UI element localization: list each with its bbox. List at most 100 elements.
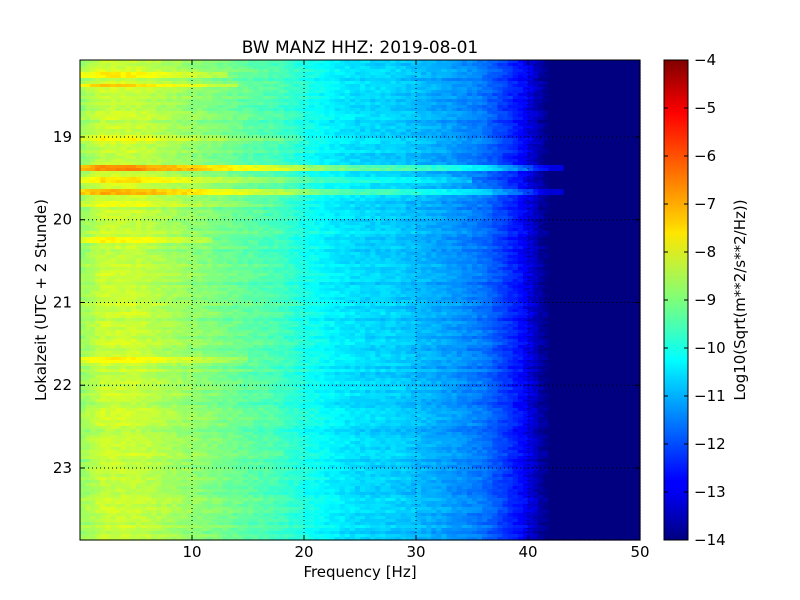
heatmap-cell xyxy=(207,63,213,67)
heatmap-cell xyxy=(181,84,188,88)
heatmap-cell xyxy=(242,192,249,196)
heatmap-cell xyxy=(563,183,570,187)
heatmap-cell xyxy=(136,183,142,187)
heatmap-cell xyxy=(283,105,290,109)
heatmap-cell xyxy=(395,141,402,145)
heatmap-cell xyxy=(528,117,534,121)
heatmap-cell xyxy=(324,150,331,154)
heatmap-cell xyxy=(507,183,514,187)
heatmap-cell xyxy=(186,96,193,100)
heatmap-cell xyxy=(634,138,641,142)
heatmap-cell xyxy=(242,159,249,163)
heatmap-cell xyxy=(268,126,275,130)
heatmap-cell xyxy=(477,63,483,67)
heatmap-cell xyxy=(461,168,468,172)
heatmap-cell xyxy=(543,66,549,70)
heatmap-cell xyxy=(176,99,183,103)
heatmap-cell xyxy=(634,120,641,124)
heatmap-cell xyxy=(578,135,585,139)
heatmap-cell xyxy=(517,159,524,163)
heatmap-cell xyxy=(120,111,127,115)
heatmap-cell xyxy=(319,75,325,79)
heatmap-cell xyxy=(324,135,331,139)
heatmap-cell xyxy=(192,69,198,73)
heatmap-cell xyxy=(375,165,381,169)
heatmap-cell xyxy=(263,183,269,187)
heatmap-cell xyxy=(502,105,509,109)
heatmap-cell xyxy=(95,60,101,64)
heatmap-cell xyxy=(344,147,351,151)
heatmap-cell xyxy=(426,147,432,151)
heatmap-cell xyxy=(115,60,122,64)
heatmap-cell xyxy=(451,60,458,64)
heatmap-cell xyxy=(604,192,611,196)
heatmap-cell xyxy=(380,105,387,109)
heatmap-cell xyxy=(604,183,611,187)
heatmap-cell xyxy=(528,129,534,133)
heatmap-cell xyxy=(354,183,361,187)
heatmap-cell xyxy=(329,66,336,70)
heatmap-cell xyxy=(181,114,188,118)
heatmap-cell xyxy=(502,132,509,136)
heatmap-cell xyxy=(212,156,219,160)
heatmap-cell xyxy=(568,60,575,64)
heatmap-cell xyxy=(288,144,295,148)
heatmap-cell xyxy=(619,180,626,184)
heatmap-cell xyxy=(207,135,213,139)
heatmap-cell xyxy=(217,75,224,79)
heatmap-cell xyxy=(589,135,595,139)
heatmap-cell xyxy=(344,183,351,187)
heatmap-cell xyxy=(171,63,178,67)
heatmap-cell xyxy=(451,84,458,88)
heatmap-cell xyxy=(110,165,117,169)
heatmap-cell xyxy=(431,132,437,136)
heatmap-cell xyxy=(288,66,295,70)
heatmap-cell xyxy=(370,165,376,169)
heatmap-cell xyxy=(232,102,239,106)
heatmap-cell xyxy=(192,171,198,175)
heatmap-cell xyxy=(405,87,412,91)
heatmap-cell xyxy=(365,66,371,70)
heatmap-cell xyxy=(217,90,224,94)
heatmap-cell xyxy=(298,93,305,97)
heatmap-cell xyxy=(482,84,488,88)
heatmap-cell xyxy=(410,192,417,196)
heatmap-cell xyxy=(390,72,397,76)
heatmap-cell xyxy=(446,144,453,148)
heatmap-cell xyxy=(584,60,590,64)
heatmap-cell xyxy=(395,108,402,112)
heatmap-cell xyxy=(553,159,560,163)
heatmap-cell xyxy=(324,72,331,76)
heatmap-cell xyxy=(441,75,448,79)
heatmap-cell xyxy=(253,129,259,133)
heatmap-cell xyxy=(543,135,549,139)
heatmap-cell xyxy=(207,195,213,199)
heatmap-cell xyxy=(197,63,203,67)
heatmap-cell xyxy=(533,93,539,97)
heatmap-cell xyxy=(115,72,122,76)
heatmap-cell xyxy=(472,63,478,67)
heatmap-cell xyxy=(538,63,544,67)
heatmap-cell xyxy=(472,138,478,142)
heatmap-cell xyxy=(263,75,269,79)
heatmap-cell xyxy=(578,87,585,91)
heatmap-cell xyxy=(151,129,157,133)
heatmap-cell xyxy=(522,63,529,67)
heatmap-cell xyxy=(487,174,493,178)
heatmap-cell xyxy=(258,63,264,67)
heatmap-cell xyxy=(421,111,427,115)
heatmap-cell xyxy=(151,189,157,193)
heatmap-cell xyxy=(125,81,132,85)
heatmap-cell xyxy=(441,87,448,91)
heatmap-cell xyxy=(395,96,402,100)
heatmap-cell xyxy=(329,192,336,196)
heatmap-cell xyxy=(105,162,112,166)
heatmap-cell xyxy=(344,168,351,172)
heatmap-cell xyxy=(370,183,376,187)
heatmap-cell xyxy=(431,135,437,139)
heatmap-cell xyxy=(421,120,427,124)
heatmap-cell xyxy=(634,60,641,64)
heatmap-cell xyxy=(248,192,254,196)
heatmap-cell xyxy=(258,84,264,88)
